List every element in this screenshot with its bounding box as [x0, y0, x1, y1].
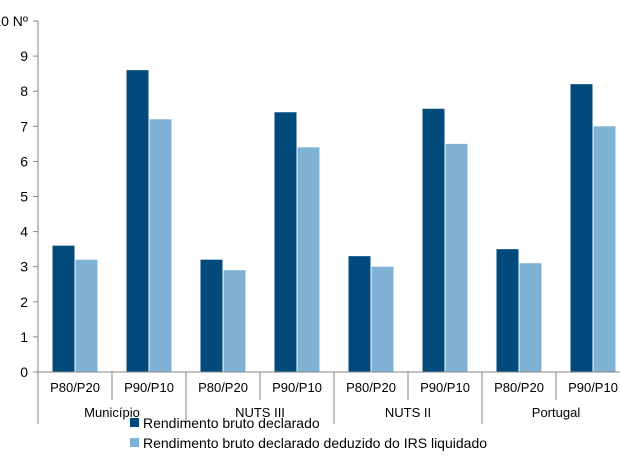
y-tick-label: 10 Nº [0, 13, 28, 29]
legend-swatch [130, 438, 139, 447]
y-tick-label: 9 [20, 48, 28, 64]
legend-label: Rendimento bruto declarado deduzido do I… [143, 435, 487, 451]
x-tick-label: P90/P10 [568, 380, 618, 395]
bar-series-1 [52, 245, 75, 372]
x-tick-label: P80/P20 [50, 380, 100, 395]
bar-series-1 [422, 108, 445, 372]
y-tick-label: 4 [20, 224, 28, 240]
y-tick-label: 3 [20, 259, 28, 275]
x-tick-label: P90/P10 [124, 380, 174, 395]
x-group-label: Município [84, 405, 140, 420]
bar-series-2 [223, 270, 246, 372]
y-tick-label: 2 [20, 294, 28, 310]
y-tick-label: 8 [20, 83, 28, 99]
bar-series-2 [593, 126, 616, 372]
y-axis: 0 1 2 3 4 5 6 7 8 9 10 Nº [0, 13, 39, 380]
bar-series-1 [348, 256, 371, 372]
bar-series-2 [371, 266, 394, 372]
x-tick-label: P90/P10 [272, 380, 322, 395]
legend-label: Rendimento bruto declarado [143, 415, 320, 431]
x-group-label: NUTS III [235, 405, 285, 420]
bar-series-1 [200, 259, 223, 372]
bar-series-1 [496, 249, 519, 372]
x-tick-label: P80/P20 [494, 380, 544, 395]
bar-series-2 [75, 259, 98, 372]
bars [52, 70, 616, 373]
x-tick-label: P80/P20 [198, 380, 248, 395]
legend: Rendimento bruto declarado Rendimento bru… [130, 415, 487, 451]
bar-series-2 [149, 119, 172, 372]
y-tick-label: 5 [20, 189, 28, 205]
y-tick-label: 7 [20, 118, 28, 134]
x-group-label: NUTS II [385, 405, 431, 420]
y-tick-label: 1 [20, 329, 28, 345]
x-group-label: Portugal [532, 405, 581, 420]
bar-series-1 [126, 70, 149, 372]
x-tick-label: P80/P20 [346, 380, 396, 395]
y-tick-label: 6 [20, 153, 28, 169]
y-tick-label: 0 [20, 364, 28, 380]
bar-series-2 [445, 143, 468, 372]
bar-series-2 [297, 147, 320, 372]
bar-series-1 [570, 84, 593, 373]
bar-series-2 [519, 263, 542, 372]
x-axis: P80/P20 P90/P10 P80/P20 P90/P10 P80/P20 P90/P… [37, 371, 620, 424]
legend-swatch [130, 418, 139, 427]
x-tick-label: P90/P10 [420, 380, 470, 395]
bar-series-1 [274, 112, 297, 372]
